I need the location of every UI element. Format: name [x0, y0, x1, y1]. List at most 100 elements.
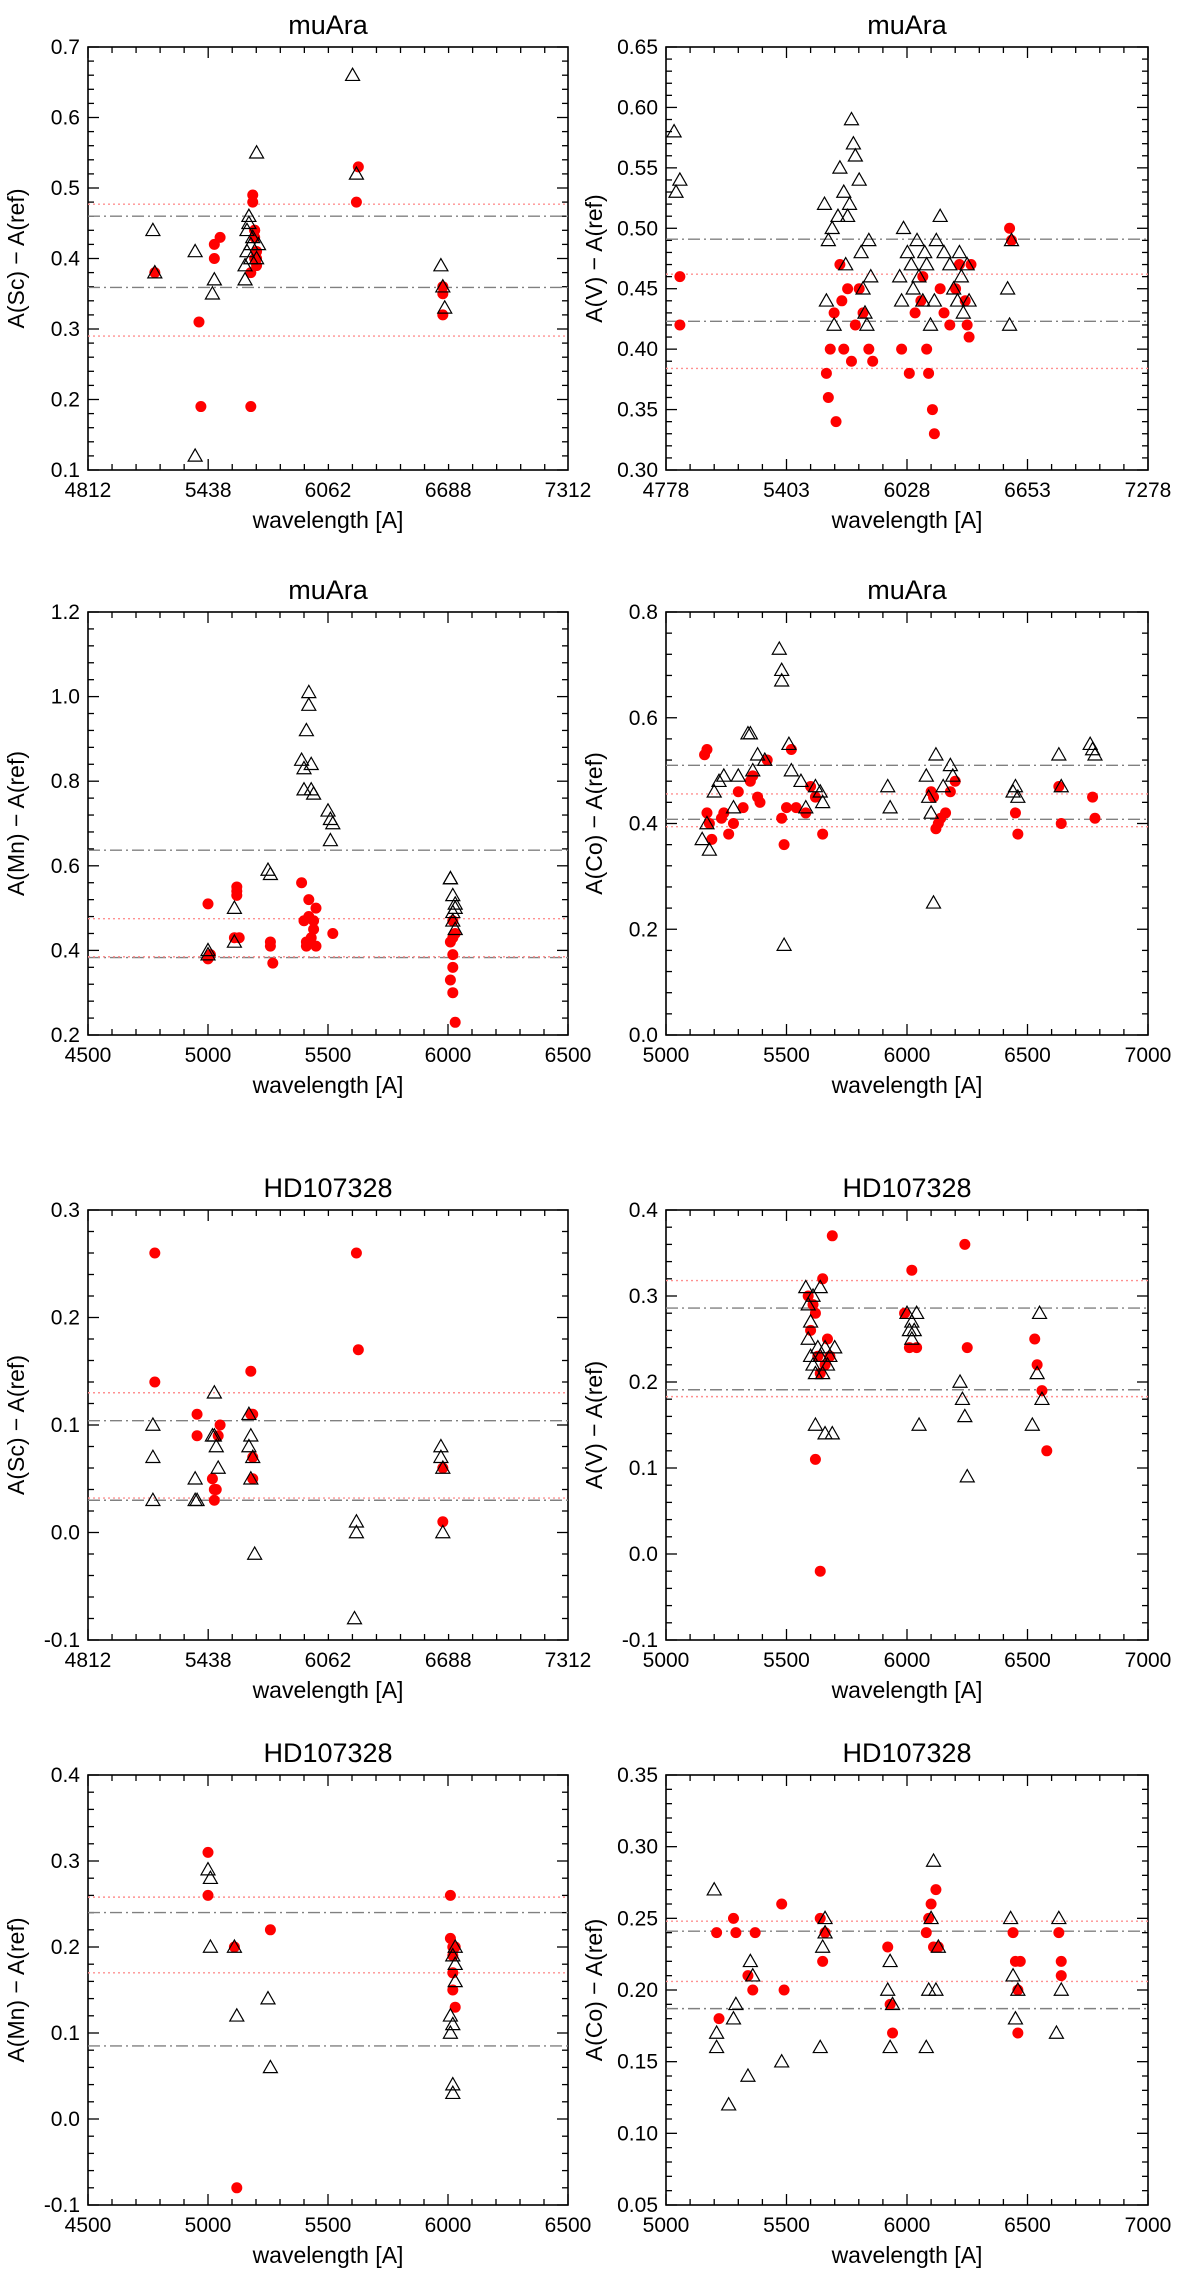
y-tick-label: 0.30 — [617, 1836, 658, 1859]
triangle-point — [348, 1524, 365, 1539]
triangle-point — [819, 1356, 836, 1371]
x-axis-label: wavelength [A] — [252, 1072, 404, 1098]
triangle-point — [706, 1881, 723, 1896]
triangle-point — [817, 1339, 834, 1354]
triangle-point — [447, 921, 464, 936]
x-tick-label: 6500 — [1004, 1044, 1051, 1067]
triangle-point — [725, 799, 742, 814]
red-dot-point — [193, 316, 205, 328]
triangle-point — [906, 1322, 923, 1337]
chart-title: HD107328 — [842, 1738, 971, 1768]
triangle-point — [839, 207, 856, 223]
triangle-point — [780, 735, 797, 751]
triangle-point — [144, 222, 161, 237]
red-dot-point — [732, 786, 744, 798]
triangle-point — [305, 785, 322, 800]
triangle-point — [210, 1459, 227, 1474]
triangle-point — [930, 1938, 947, 1953]
triangle-point — [202, 1938, 219, 1953]
triangle-point — [238, 222, 256, 237]
triangle-point — [244, 1449, 261, 1464]
red-dot-point — [449, 927, 461, 939]
x-tick-label: 5000 — [185, 2214, 232, 2237]
triangle-point — [826, 316, 843, 331]
triangle-point — [432, 1449, 449, 1464]
x-axis-label: wavelength [A] — [831, 1677, 983, 1703]
triangle-point — [206, 1427, 223, 1442]
y-axis-label: A(Sc) − A(ref) — [3, 1355, 29, 1495]
red-dot-point — [449, 1016, 461, 1028]
triangle-point — [951, 1373, 969, 1388]
triangle-point — [959, 256, 976, 271]
triangle-point — [226, 1938, 243, 1953]
triangle-point — [434, 1459, 451, 1474]
red-dot-point — [781, 802, 792, 814]
red-dot-point — [437, 1516, 449, 1528]
red-dot-point — [882, 1941, 894, 1953]
triangle-point — [442, 870, 459, 885]
x-tick-label: 5000 — [643, 2214, 690, 2237]
red-dot-point — [928, 791, 940, 803]
triangle-point — [776, 936, 793, 951]
triangle-point — [923, 1910, 940, 1925]
triangle-point — [908, 232, 926, 247]
triangle-point — [244, 229, 261, 244]
x-tick-label: 6500 — [545, 1044, 592, 1067]
y-axis-label: A(Mn) − A(ref) — [3, 1917, 29, 2062]
triangle-point — [295, 781, 313, 796]
red-dot-point — [742, 1970, 754, 1982]
panel-3: muAra wavelength [A] A(Mn) − A(ref) 4500 500… — [3, 575, 591, 1098]
triangle-point — [858, 316, 875, 331]
triangle-point — [932, 207, 949, 223]
triangle-point — [1050, 746, 1067, 761]
red-dot-point — [754, 796, 766, 808]
triangle-point — [829, 207, 847, 223]
triangle-point — [817, 1910, 834, 1925]
panel-2: muAra wavelength [A] A(V) − A(ref) 4778 5403… — [581, 10, 1171, 533]
triangle-point — [444, 1947, 461, 1962]
triangle-point — [925, 1852, 942, 1867]
triangle-point — [903, 1330, 920, 1345]
triangle-point — [773, 661, 790, 677]
triangle-point — [226, 899, 243, 914]
triangle-point — [293, 751, 310, 766]
plot-frame — [87, 611, 569, 1036]
red-dot-point — [1004, 222, 1016, 234]
red-dot-point — [836, 295, 848, 307]
y-tick-label: 0.50 — [617, 217, 658, 240]
x-tick-label: 4812 — [65, 1649, 112, 1672]
red-dot-point — [308, 915, 320, 927]
triangle-point — [300, 684, 317, 699]
triangle-point — [1031, 1304, 1048, 1320]
triangle-point — [1033, 1390, 1050, 1406]
x-tick-label: 6500 — [545, 2214, 592, 2237]
y-tick-label: -0.1 — [622, 1629, 658, 1652]
triangle-point — [891, 268, 908, 283]
triangle-point — [447, 899, 464, 914]
y-tick-label: 0.1 — [51, 2022, 80, 2045]
triangle-point — [817, 1425, 834, 1440]
y-tick-label: 0.15 — [617, 2051, 658, 2074]
triangle-point — [951, 244, 968, 259]
triangle-point — [694, 831, 711, 846]
y-tick-label: 0.8 — [51, 770, 80, 793]
triangle-point — [923, 804, 940, 819]
triangle-point — [346, 1610, 363, 1625]
triangle-point — [300, 696, 317, 711]
y-tick-label: 0.4 — [51, 939, 81, 962]
red-dot-point — [845, 355, 857, 367]
red-dot-point — [191, 1408, 203, 1420]
triangle-point — [199, 942, 217, 957]
y-tick-label: 0.6 — [51, 107, 80, 130]
x-tick-label: 6000 — [884, 2214, 931, 2237]
red-dot-point — [723, 828, 735, 840]
red-dot-point — [352, 161, 364, 173]
triangle-point — [773, 2053, 790, 2068]
triangle-point — [1005, 1967, 1022, 1982]
triangle-point — [434, 1524, 451, 1539]
x-tick-label: 6000 — [884, 1649, 931, 1672]
red-dot-point — [674, 271, 686, 283]
triangle-point — [821, 1347, 838, 1363]
y-tick-label: 0.0 — [629, 1024, 658, 1047]
y-tick-label: 0.2 — [51, 389, 80, 412]
